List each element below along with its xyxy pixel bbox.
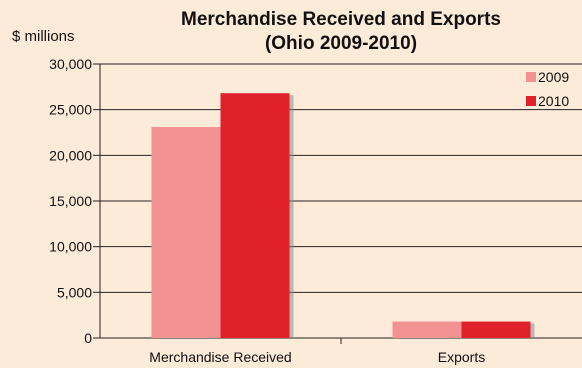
y-tick-label: 10,000 <box>49 239 92 255</box>
y-tick-label: 25,000 <box>49 102 92 118</box>
y-tick-label: 5,000 <box>57 284 92 300</box>
bar-2010-0 <box>220 93 290 338</box>
y-tick-label: 15,000 <box>49 193 92 209</box>
x-tick-label: Merchandise Received <box>149 349 291 365</box>
legend-swatch-2010 <box>526 96 536 106</box>
y-tick-label: 30,000 <box>49 56 92 72</box>
x-tick-label: Exports <box>438 349 485 365</box>
bar-2009-0 <box>151 127 221 339</box>
legend-label-2010: 2010 <box>538 93 569 109</box>
bar-2010-1 <box>461 321 531 338</box>
chart-title: Merchandise Received and Exports (Ohio 2… <box>96 8 582 56</box>
y-axis-label: $ millions <box>12 28 75 45</box>
y-tick-label: 0 <box>84 330 92 346</box>
chart-title-line1: Merchandise Received and Exports <box>181 9 501 30</box>
chart-title-line2: (Ohio 2009-2010) <box>264 33 418 54</box>
bar-2009-1 <box>392 321 462 338</box>
legend-swatch-2009 <box>526 72 536 82</box>
legend-label-2009: 2009 <box>538 69 569 85</box>
y-tick-label: 20,000 <box>49 147 92 163</box>
